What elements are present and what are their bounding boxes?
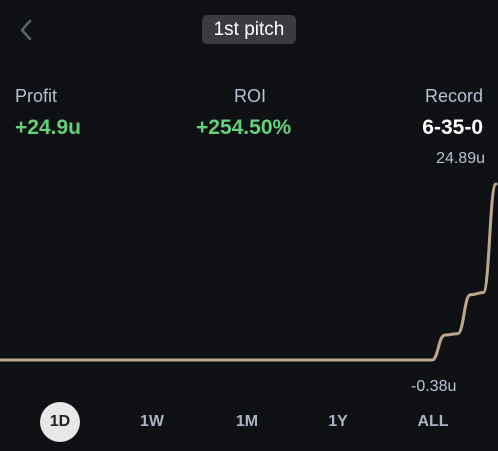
record-label: Record [424, 86, 483, 106]
portfolio-title[interactable]: 1st pitch [202, 15, 296, 44]
chart-max-label: 24.89u [436, 150, 485, 167]
roi-value: +254.50% [196, 116, 292, 139]
back-button[interactable] [10, 14, 42, 46]
profit-line [0, 182, 498, 362]
profit-value: +24.9u [15, 116, 81, 139]
range-all-button[interactable]: ALL [417, 413, 449, 430]
time-range-selector: 1D 1W 1M 1Y ALL [0, 402, 498, 444]
range-1w-button[interactable]: 1W [140, 413, 164, 430]
roi-label: ROI [234, 86, 267, 106]
range-1m-button[interactable]: 1M [235, 413, 259, 430]
range-1y-button[interactable]: 1Y [328, 413, 348, 430]
record-value: 6-35-0 [422, 116, 483, 139]
profit-label: Profit [15, 86, 58, 106]
chevron-left-icon [20, 19, 32, 41]
range-1d-button[interactable]: 1D [40, 402, 80, 442]
chart-min-label: -0.38u [411, 378, 457, 395]
portfolio-title-label: 1st pitch [213, 18, 285, 40]
